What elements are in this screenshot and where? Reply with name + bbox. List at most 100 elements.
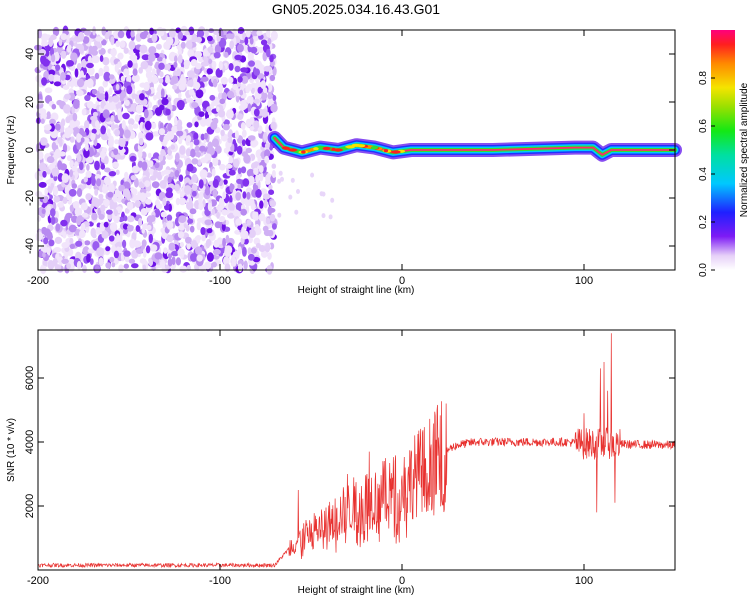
noise-speck	[263, 65, 272, 72]
noise-speck	[63, 104, 71, 114]
signal-blob	[390, 150, 401, 154]
noise-speck	[111, 262, 116, 268]
noise-speck	[151, 33, 158, 43]
noise-speck	[154, 107, 163, 116]
noise-speck	[102, 198, 110, 207]
noise-speck	[100, 163, 106, 170]
noise-speck	[163, 247, 168, 254]
signal-blob	[288, 148, 298, 152]
noise-speck	[69, 237, 74, 245]
noise-speck	[166, 153, 173, 160]
noise-speck	[103, 221, 109, 228]
noise-speck	[226, 90, 235, 99]
noise-speck	[330, 197, 335, 203]
noise-speck	[188, 213, 194, 220]
noise-speck	[237, 113, 244, 120]
noise-speck	[245, 118, 252, 128]
noise-speck	[175, 257, 181, 266]
noise-speck	[236, 178, 243, 184]
spectrogram-y-tick-label: 40	[24, 48, 36, 60]
noise-speck	[47, 260, 55, 270]
noise-speck	[231, 203, 235, 211]
noise-speck	[207, 46, 214, 54]
noise-speck	[153, 94, 157, 101]
noise-speck	[263, 199, 268, 209]
noise-speck	[188, 89, 195, 96]
noise-speck	[94, 265, 101, 272]
noise-speck	[185, 97, 194, 103]
noise-speck	[69, 243, 76, 249]
noise-speck	[232, 83, 239, 91]
noise-speck	[126, 224, 134, 231]
noise-speck	[51, 54, 56, 63]
noise-speck	[160, 211, 167, 218]
noise-speck	[216, 211, 221, 219]
noise-speck	[277, 212, 282, 218]
noise-speck	[191, 158, 199, 165]
noise-speck	[62, 197, 68, 204]
noise-speck	[46, 111, 51, 117]
noise-speck	[255, 174, 260, 184]
noise-speck	[185, 148, 191, 157]
noise-speck	[112, 161, 119, 169]
noise-speck	[141, 54, 150, 61]
noise-speck	[52, 74, 61, 84]
noise-speck	[258, 165, 264, 173]
noise-speck	[211, 138, 219, 148]
noise-speck	[260, 250, 268, 258]
noise-speck	[225, 33, 234, 39]
noise-speck	[177, 248, 185, 257]
noise-speck	[43, 237, 49, 245]
noise-speck	[227, 212, 235, 219]
noise-speck	[207, 202, 212, 212]
noise-speck	[240, 208, 247, 216]
noise-speck	[89, 258, 94, 265]
noise-speck	[107, 191, 114, 198]
noise-speck	[85, 170, 92, 179]
figure-title: GN05.2025.034.16.43.G01	[272, 1, 440, 17]
noise-speck	[166, 214, 173, 222]
noise-speck	[232, 209, 240, 217]
noise-speck	[60, 33, 68, 41]
noise-speck	[123, 215, 128, 222]
noise-speck	[186, 70, 195, 78]
noise-speck	[44, 48, 50, 57]
noise-speck	[46, 168, 51, 175]
noise-speck	[194, 121, 199, 128]
noise-speck	[53, 175, 58, 182]
noise-speck	[101, 135, 109, 141]
noise-speck	[154, 162, 160, 169]
noise-speck	[85, 193, 92, 201]
noise-speck	[130, 30, 135, 38]
noise-speck	[75, 240, 83, 247]
noise-speck	[158, 128, 166, 136]
noise-speck	[192, 81, 201, 90]
noise-speck	[112, 193, 118, 203]
noise-speck	[138, 137, 144, 146]
noise-speck	[247, 135, 256, 141]
noise-speck	[145, 132, 154, 141]
noise-speck	[115, 83, 120, 91]
noise-speck	[114, 129, 120, 137]
noise-speck	[170, 144, 176, 150]
noise-speck	[253, 184, 259, 191]
noise-speck	[248, 60, 255, 67]
noise-speck	[198, 202, 204, 211]
noise-speck	[223, 179, 228, 185]
noise-speck	[94, 188, 99, 196]
noise-speck	[223, 119, 230, 126]
noise-speck	[139, 93, 145, 101]
noise-speck	[84, 94, 91, 102]
noise-speck	[72, 99, 80, 110]
noise-speck	[242, 178, 250, 187]
noise-speck	[194, 51, 203, 58]
noise-speck	[206, 228, 213, 234]
noise-speck	[138, 67, 143, 74]
noise-speck	[154, 252, 163, 260]
noise-speck	[68, 188, 77, 197]
noise-speck	[167, 176, 172, 184]
noise-speck	[128, 118, 135, 126]
noise-speck	[115, 169, 120, 175]
noise-speck	[180, 41, 186, 49]
noise-speck	[110, 36, 115, 46]
